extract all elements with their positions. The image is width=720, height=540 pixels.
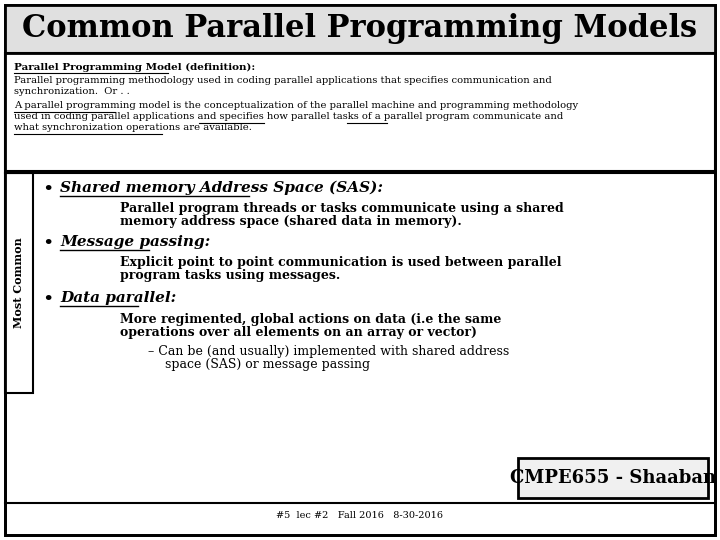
Text: •: • [42,235,53,253]
Text: space (SAS) or message passing: space (SAS) or message passing [165,358,370,371]
Text: operations over all elements on an array or vector): operations over all elements on an array… [120,326,477,339]
Text: Parallel programming methodology used in coding parallel applications that speci: Parallel programming methodology used in… [14,76,552,85]
Text: Common Parallel Programming Models: Common Parallel Programming Models [22,14,698,44]
Text: Data parallel:: Data parallel: [60,291,176,305]
Text: A parallel programming model is the conceptualization of the parallel machine an: A parallel programming model is the conc… [14,101,578,110]
Text: CMPE655 - Shaaban: CMPE655 - Shaaban [510,469,716,487]
Text: Message passing:: Message passing: [60,235,210,249]
FancyBboxPatch shape [518,458,708,498]
FancyBboxPatch shape [5,173,33,393]
Text: Parallel program threads or tasks communicate using a shared: Parallel program threads or tasks commun… [120,202,564,215]
Text: Parallel Programming Model (definition):: Parallel Programming Model (definition): [14,63,256,72]
FancyBboxPatch shape [5,5,715,535]
Text: •: • [42,291,53,309]
Text: what synchronization operations are available.: what synchronization operations are avai… [14,123,252,132]
Text: synchronization.  Or . .: synchronization. Or . . [14,87,130,96]
Text: More regimented, global actions on data (i.e the same: More regimented, global actions on data … [120,313,501,326]
FancyBboxPatch shape [5,5,715,53]
Text: used in coding parallel applications and specifies how parallel tasks of a paral: used in coding parallel applications and… [14,112,563,121]
Text: Most Common: Most Common [14,238,24,328]
Text: •: • [42,181,53,199]
Text: #5  lec #2   Fall 2016   8-30-2016: #5 lec #2 Fall 2016 8-30-2016 [276,510,444,519]
Text: Shared memory Address Space (SAS):: Shared memory Address Space (SAS): [60,181,383,195]
Text: memory address space (shared data in memory).: memory address space (shared data in mem… [120,215,462,228]
Text: – Can be (and usually) implemented with shared address: – Can be (and usually) implemented with … [148,345,509,358]
FancyBboxPatch shape [5,53,715,171]
Text: Explicit point to point communication is used between parallel: Explicit point to point communication is… [120,256,562,269]
Text: program tasks using messages.: program tasks using messages. [120,269,341,282]
